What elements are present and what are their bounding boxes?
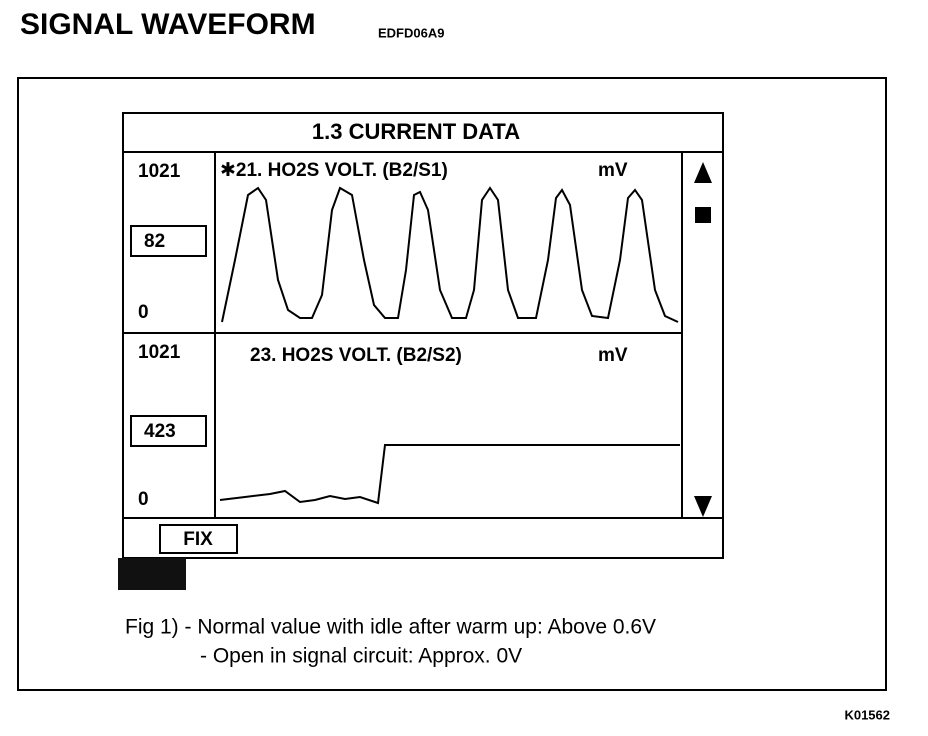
panel-unit: mV	[598, 345, 628, 366]
panel-current: 423	[144, 421, 176, 442]
panel-min: 0	[138, 302, 149, 323]
panel-current: 82	[144, 231, 165, 252]
figure-frame	[17, 77, 887, 691]
scan-tool-screen: 1.3 CURRENT DATA 1021 82 0 ✱21. HO2S VOL…	[118, 112, 724, 590]
screen-title: 1.3 CURRENT DATA	[312, 119, 520, 144]
fix-button-label[interactable]: FIX	[183, 529, 213, 550]
panel-max: 1021	[138, 161, 181, 182]
scroll-thumb[interactable]	[695, 207, 711, 223]
footer-code: K01562	[844, 707, 890, 722]
page-code: EDFD06A9	[378, 25, 444, 40]
panel-min: 0	[138, 489, 149, 510]
panel-label: 23. HO2S VOLT. (B2/S2)	[250, 345, 462, 366]
black-block	[118, 558, 186, 590]
scroll-down[interactable]	[694, 496, 712, 517]
panel-label: ✱21. HO2S VOLT. (B2/S1)	[220, 160, 448, 181]
caption-line: Fig 1) - Normal value with idle after wa…	[125, 616, 656, 639]
waveform	[219, 444, 680, 505]
page-title: SIGNAL WAVEFORM	[20, 8, 316, 41]
panel-max: 1021	[138, 342, 181, 363]
value-box	[130, 415, 207, 447]
value-box	[130, 225, 207, 257]
screen-frame	[122, 112, 724, 559]
fix-button[interactable]	[159, 524, 238, 554]
waveform	[221, 186, 679, 323]
scroll-up[interactable]	[694, 162, 712, 183]
panel-unit: mV	[598, 160, 628, 181]
caption-line: - Open in signal circuit: Approx. 0V	[200, 645, 522, 668]
